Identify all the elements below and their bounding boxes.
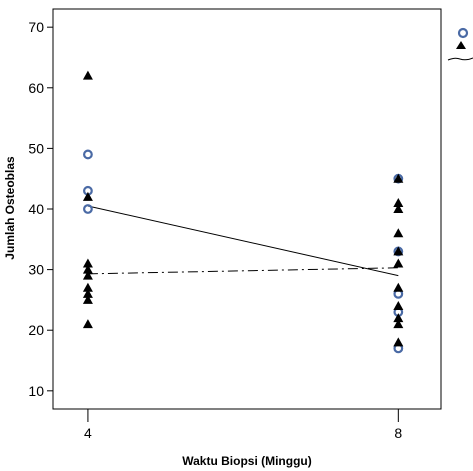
legend-marker-circle: [457, 27, 469, 39]
x-tick-label: 4: [84, 425, 92, 441]
data-point-triangle: [82, 288, 93, 298]
data-point-triangle: [393, 282, 404, 292]
data-point-triangle: [393, 319, 404, 329]
y-axis-title: Jumlah Osteoblas: [3, 156, 17, 260]
data-point-triangle: [82, 191, 93, 201]
data-point-triangle: [393, 313, 404, 323]
data-point-triangle: [393, 300, 404, 310]
y-tick-label: 50: [28, 140, 44, 156]
y-tick-label: 70: [28, 19, 44, 35]
data-points: [82, 70, 404, 354]
fit-lines: [87, 205, 399, 277]
data-point-triangle: [393, 258, 404, 268]
data-point-circle: [83, 204, 93, 214]
data-point-triangle: [82, 294, 93, 304]
data-point-triangle: [393, 197, 404, 207]
data-point-triangle: [393, 228, 404, 238]
y-tick-label: 40: [28, 201, 44, 217]
y-tick-label: 30: [28, 262, 44, 278]
data-point-triangle: [82, 270, 93, 280]
fit-line-series-1: [87, 205, 399, 277]
data-point-circle: [83, 149, 93, 160]
data-point-triangle: [393, 204, 404, 213]
data-point-triangle: [82, 70, 93, 80]
legend-marker-triangle: [456, 41, 466, 49]
data-point-triangle: [82, 282, 93, 292]
x-axis-title: Waktu Biopsi (Minggu): [182, 454, 312, 468]
y-tick-label: 20: [28, 322, 44, 338]
fit-line-series-2: [87, 267, 399, 275]
data-point-triangle: [393, 173, 404, 183]
legend-cropped-edge: [447, 57, 473, 61]
data-point-triangle: [82, 264, 93, 274]
y-axis: 10 20 30 40 50 60 70: [28, 19, 53, 399]
legend-partial: [447, 27, 473, 61]
data-point-triangle: [393, 246, 404, 256]
data-point-triangle: [393, 337, 404, 347]
data-point-triangle: [82, 319, 93, 329]
data-point-triangle: [82, 258, 93, 268]
y-tick-label: 60: [28, 80, 44, 96]
x-tick-label: 8: [394, 425, 402, 441]
y-tick-label: 10: [28, 383, 44, 399]
